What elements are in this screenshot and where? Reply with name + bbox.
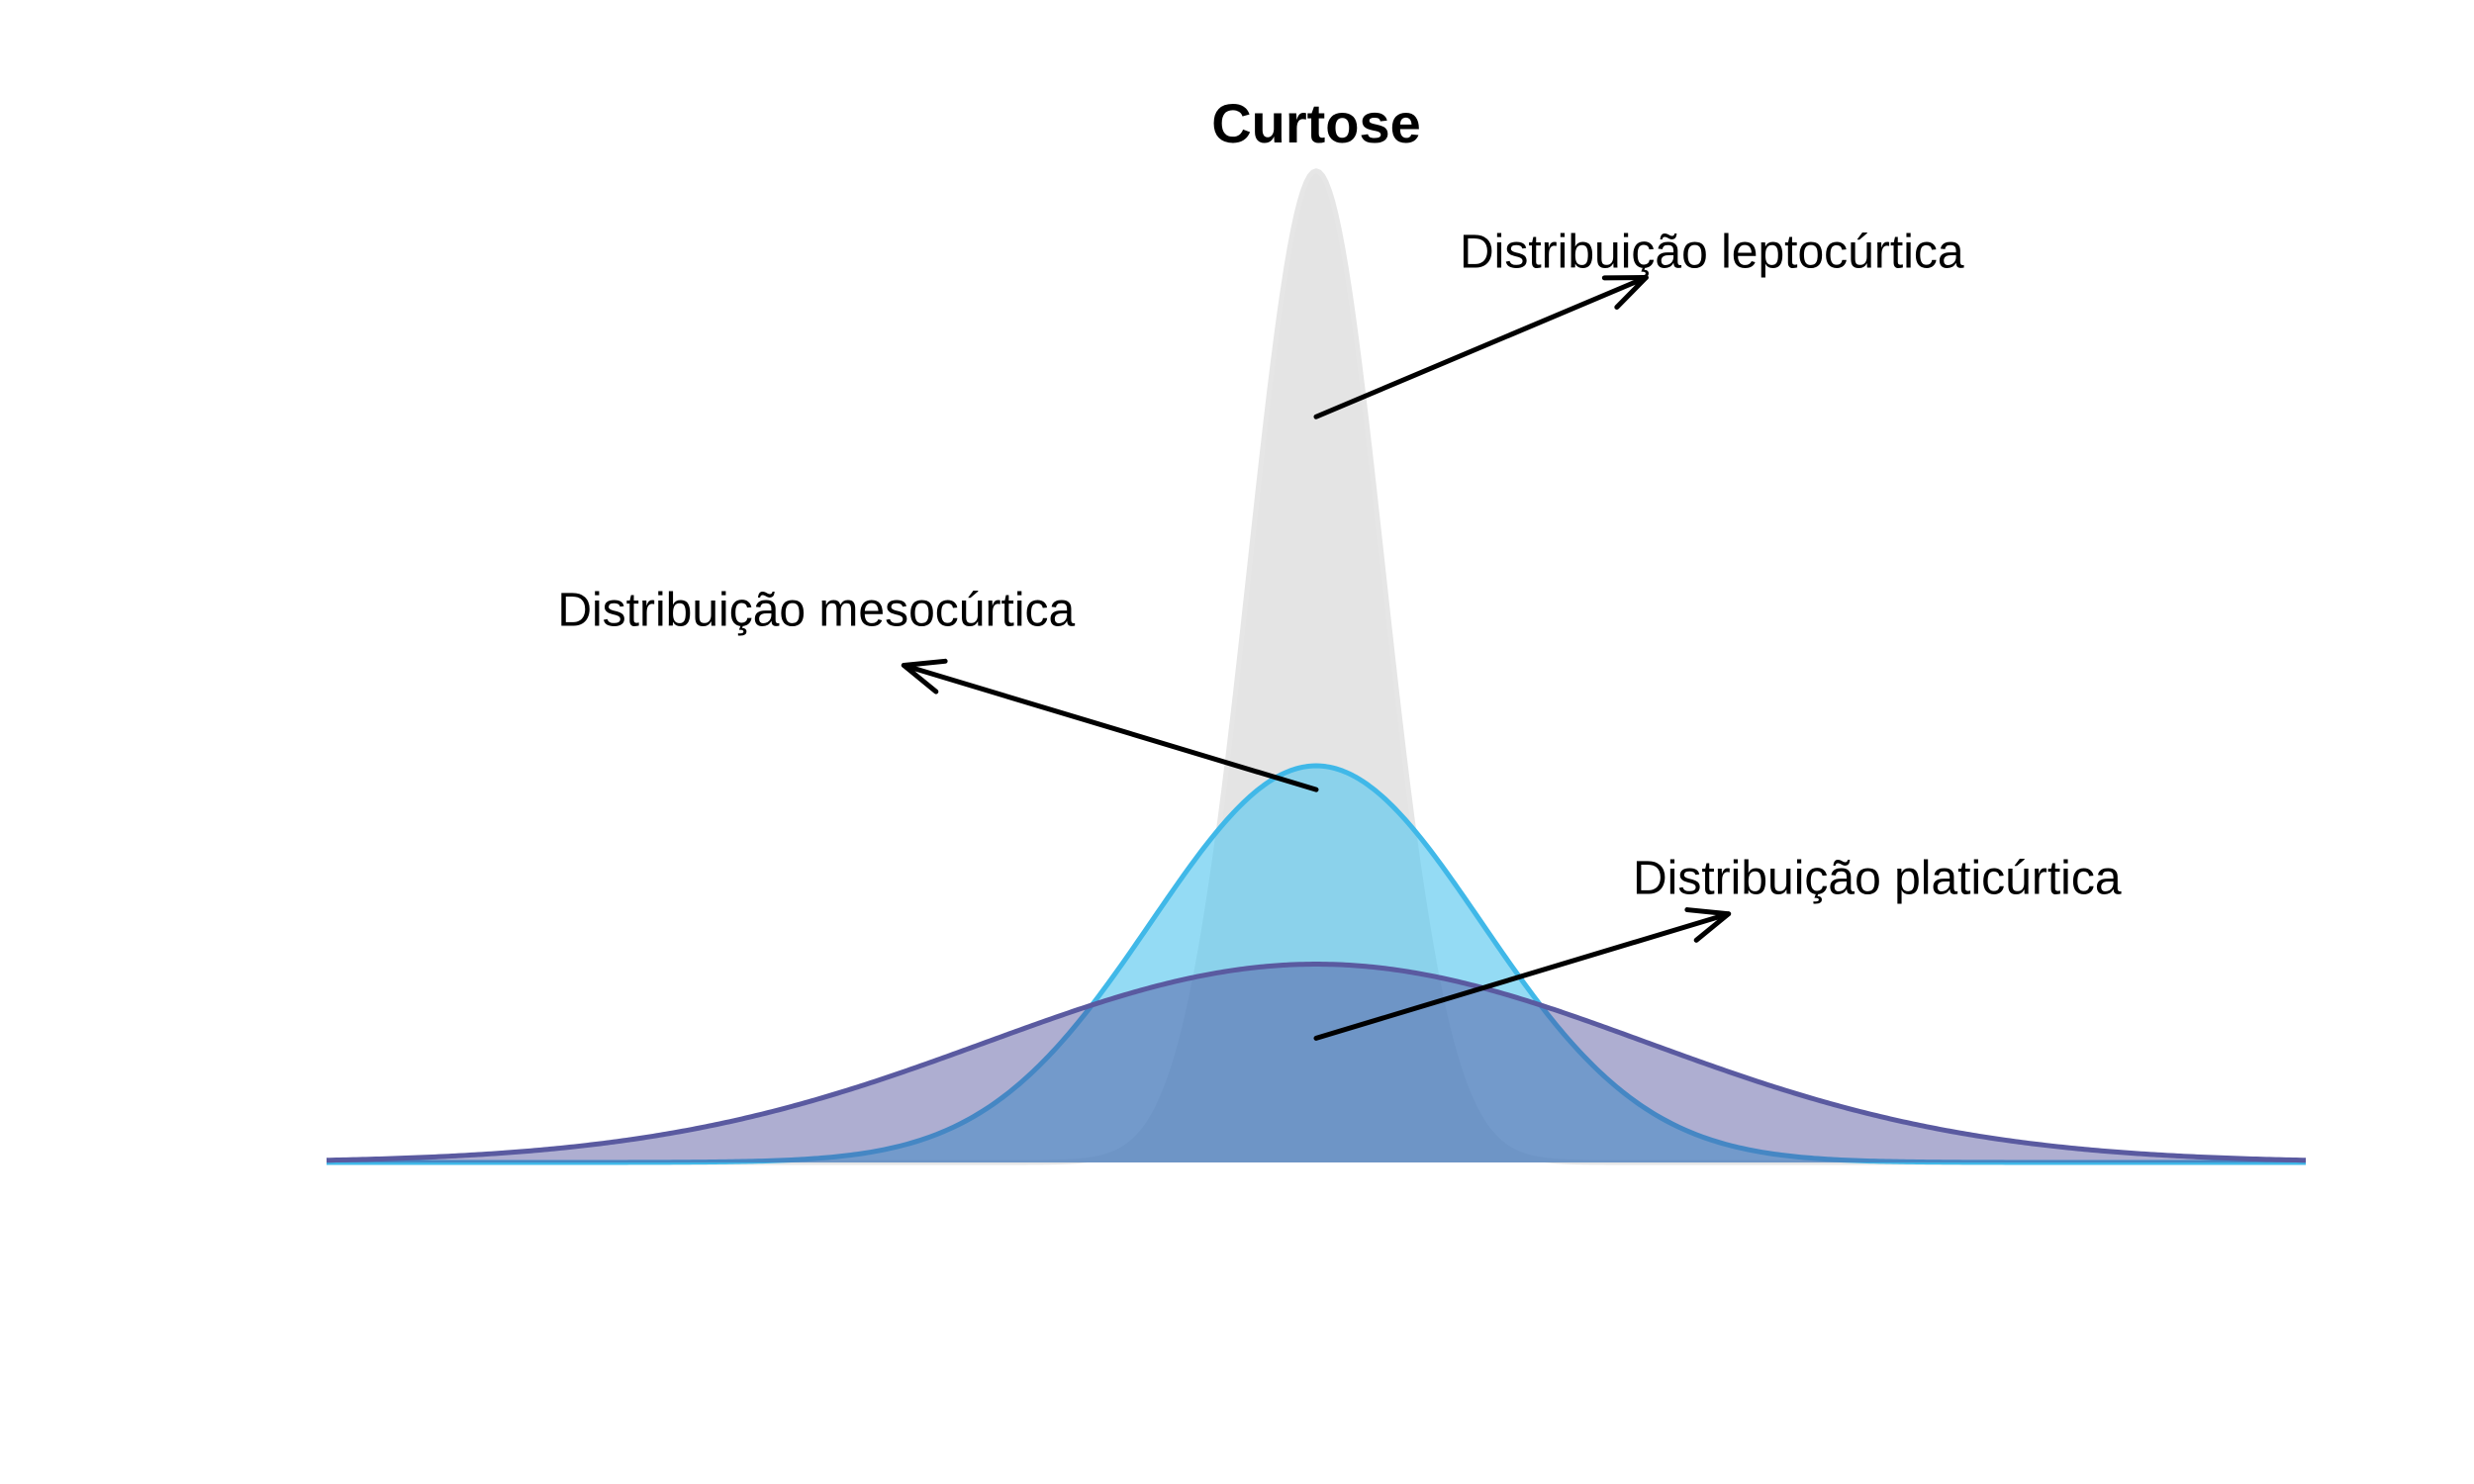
- annotation-label-meso: Distribuição mesocúrtica: [557, 584, 1075, 636]
- density-area-plati: [327, 964, 2306, 1162]
- annotation-label-lepto: Distribuição leptocúrtica: [1460, 227, 1964, 279]
- arrow-head-lepto: [1601, 275, 1649, 310]
- arrow-head-plati: [1684, 907, 1732, 943]
- chart-title: Curtose: [1211, 92, 1421, 154]
- arrow-head-meso: [901, 658, 948, 695]
- arrow-shaft-lepto: [1313, 275, 1649, 419]
- density-curves: [326, 168, 2307, 1165]
- annotations: Distribuição leptocúrtica Distribuição me…: [557, 227, 2122, 1041]
- density-line-plati: [326, 962, 2307, 1163]
- density-line-meso: [327, 763, 2306, 1165]
- arrow-shaft-plati: [1313, 911, 1732, 1041]
- arrow-shaft-meso: [901, 663, 1319, 792]
- density-area-lepto: [327, 170, 2306, 1162]
- annotation-label-plati: Distribuição platicúrtica: [1633, 853, 2122, 905]
